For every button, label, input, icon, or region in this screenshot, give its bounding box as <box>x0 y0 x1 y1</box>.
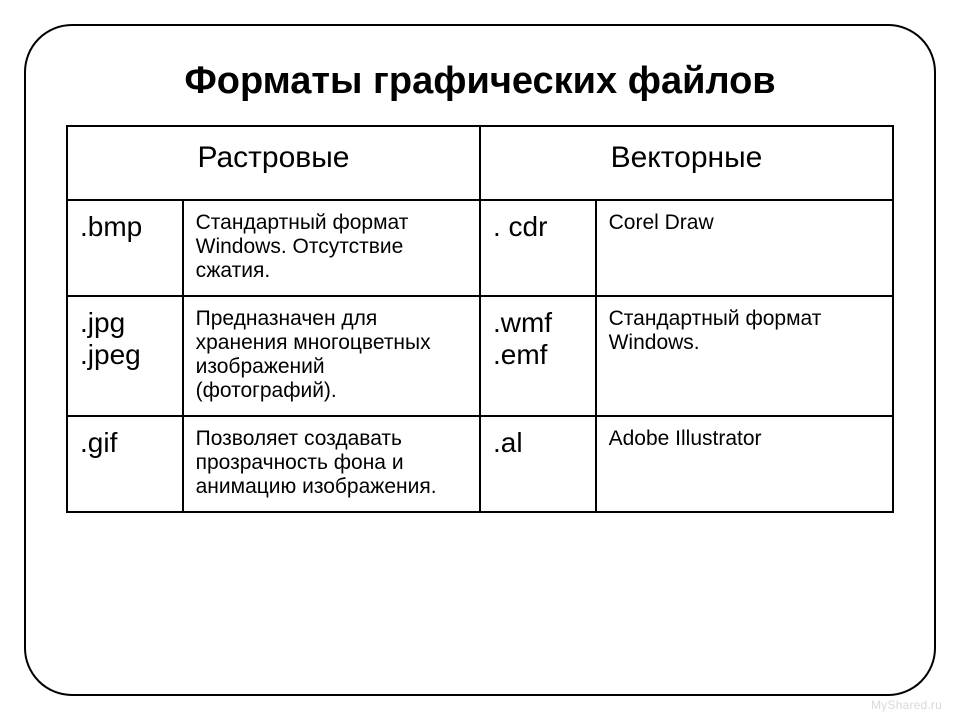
vector-ext: .al <box>480 416 596 512</box>
vector-desc: Adobe Illustrator <box>596 416 893 512</box>
table-row: .jpg.jpeg Предназначен для хранения мног… <box>67 296 893 416</box>
header-vector: Векторные <box>480 126 893 200</box>
slide-frame: Форматы графических файлов Растровые Век… <box>24 24 936 696</box>
raster-desc: Предназначен для хранения многоцветных и… <box>183 296 480 416</box>
vector-ext: .wmf.emf <box>480 296 596 416</box>
table-header-row: Растровые Векторные <box>67 126 893 200</box>
raster-ext: .gif <box>67 416 183 512</box>
vector-ext: . cdr <box>480 200 596 296</box>
vector-desc: Стандартный формат Windows. <box>596 296 893 416</box>
formats-table: Растровые Векторные .bmp Стандартный фор… <box>66 125 894 513</box>
table-row: .gif Позволяет создавать прозрачность фо… <box>67 416 893 512</box>
table-row: .bmp Стандартный формат Windows. Отсутст… <box>67 200 893 296</box>
table-body: .bmp Стандартный формат Windows. Отсутст… <box>67 200 893 512</box>
vector-desc: Corel Draw <box>596 200 893 296</box>
header-raster: Растровые <box>67 126 480 200</box>
slide-title: Форматы графических файлов <box>66 60 894 103</box>
raster-desc: Позволяет создавать прозрачность фона и … <box>183 416 480 512</box>
raster-desc: Стандартный формат Windows. Отсутствие с… <box>183 200 480 296</box>
watermark: MyShared.ru <box>871 698 942 712</box>
raster-ext: .jpg.jpeg <box>67 296 183 416</box>
raster-ext: .bmp <box>67 200 183 296</box>
slide: Форматы графических файлов Растровые Век… <box>0 0 960 720</box>
